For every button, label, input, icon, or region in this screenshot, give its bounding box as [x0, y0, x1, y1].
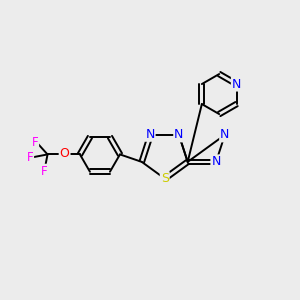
Text: N: N — [145, 128, 154, 141]
Text: N: N — [220, 128, 230, 141]
Text: O: O — [60, 147, 70, 160]
Text: F: F — [32, 136, 38, 148]
Text: S: S — [161, 172, 169, 185]
Text: N: N — [212, 155, 221, 168]
Text: F: F — [27, 151, 33, 164]
Text: N: N — [232, 77, 241, 91]
Text: F: F — [41, 165, 48, 178]
Text: N: N — [174, 128, 184, 141]
